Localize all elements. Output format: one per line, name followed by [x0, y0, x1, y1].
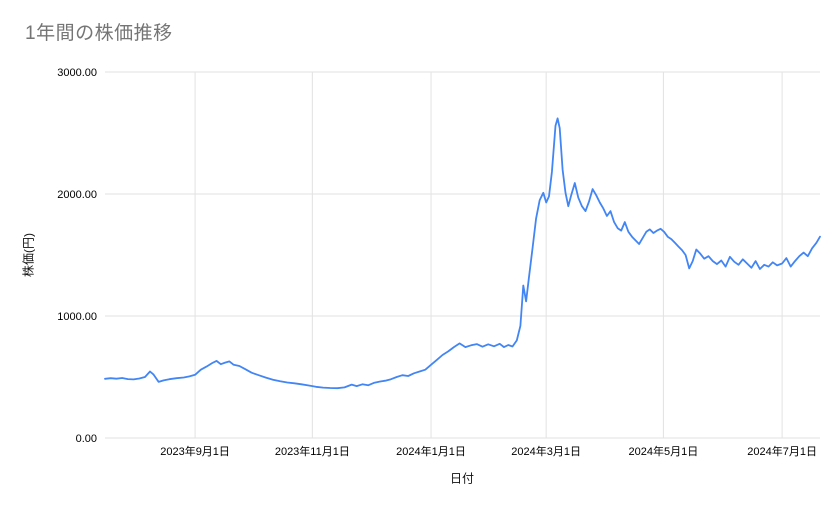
- chart-title: 1年間の株価推移: [25, 23, 173, 44]
- x-tick-label: 2023年9月1日: [160, 444, 230, 458]
- y-tick-label: 1000.00: [57, 311, 97, 323]
- y-tick-label: 3000.00: [57, 67, 97, 79]
- y-tick-label: 2000.00: [57, 189, 97, 201]
- x-axis-title: 日付: [449, 471, 475, 486]
- x-tick-label: 2024年1月1日: [396, 444, 466, 458]
- x-tick-label: 2024年7月1日: [747, 444, 817, 458]
- y-tick-label: 0.00: [76, 433, 97, 445]
- x-tick-label: 2023年11月1日: [275, 444, 350, 458]
- x-tick-label: 2024年3月1日: [511, 444, 581, 458]
- price-line-series: [104, 117, 821, 390]
- x-tick-label: 2024年5月1日: [629, 444, 699, 458]
- y-axis-title: 株価(円): [21, 233, 36, 277]
